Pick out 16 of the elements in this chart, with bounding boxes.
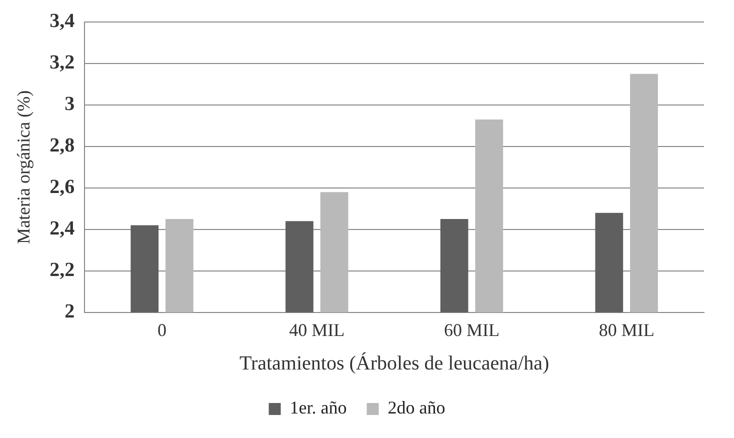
x-tick-label: 60 MIL bbox=[444, 320, 500, 340]
x-axis-title: Tratamientos (Árboles de leucaena/ha) bbox=[239, 351, 550, 374]
legend-label: 1er. año bbox=[290, 398, 347, 418]
y-tick-label: 3 bbox=[64, 93, 75, 116]
y-tick-label: 2,4 bbox=[50, 218, 75, 240]
x-tick-label: 40 MIL bbox=[289, 320, 345, 340]
y-tick-label: 2 bbox=[64, 300, 75, 323]
x-tick-label: 80 MIL bbox=[598, 320, 654, 340]
x-tick-label: 0 bbox=[158, 320, 167, 340]
y-tick-label: 2,8 bbox=[50, 134, 75, 157]
y-tick-label: 3,4 bbox=[50, 10, 75, 32]
y-tick-label: 3,2 bbox=[50, 52, 75, 74]
y-axis-title: Materia orgánica (%) bbox=[14, 90, 34, 244]
y-tick-label: 2,2 bbox=[50, 259, 75, 282]
legend-label: 2do año bbox=[388, 398, 446, 418]
y-tick-label: 2,6 bbox=[50, 176, 75, 198]
